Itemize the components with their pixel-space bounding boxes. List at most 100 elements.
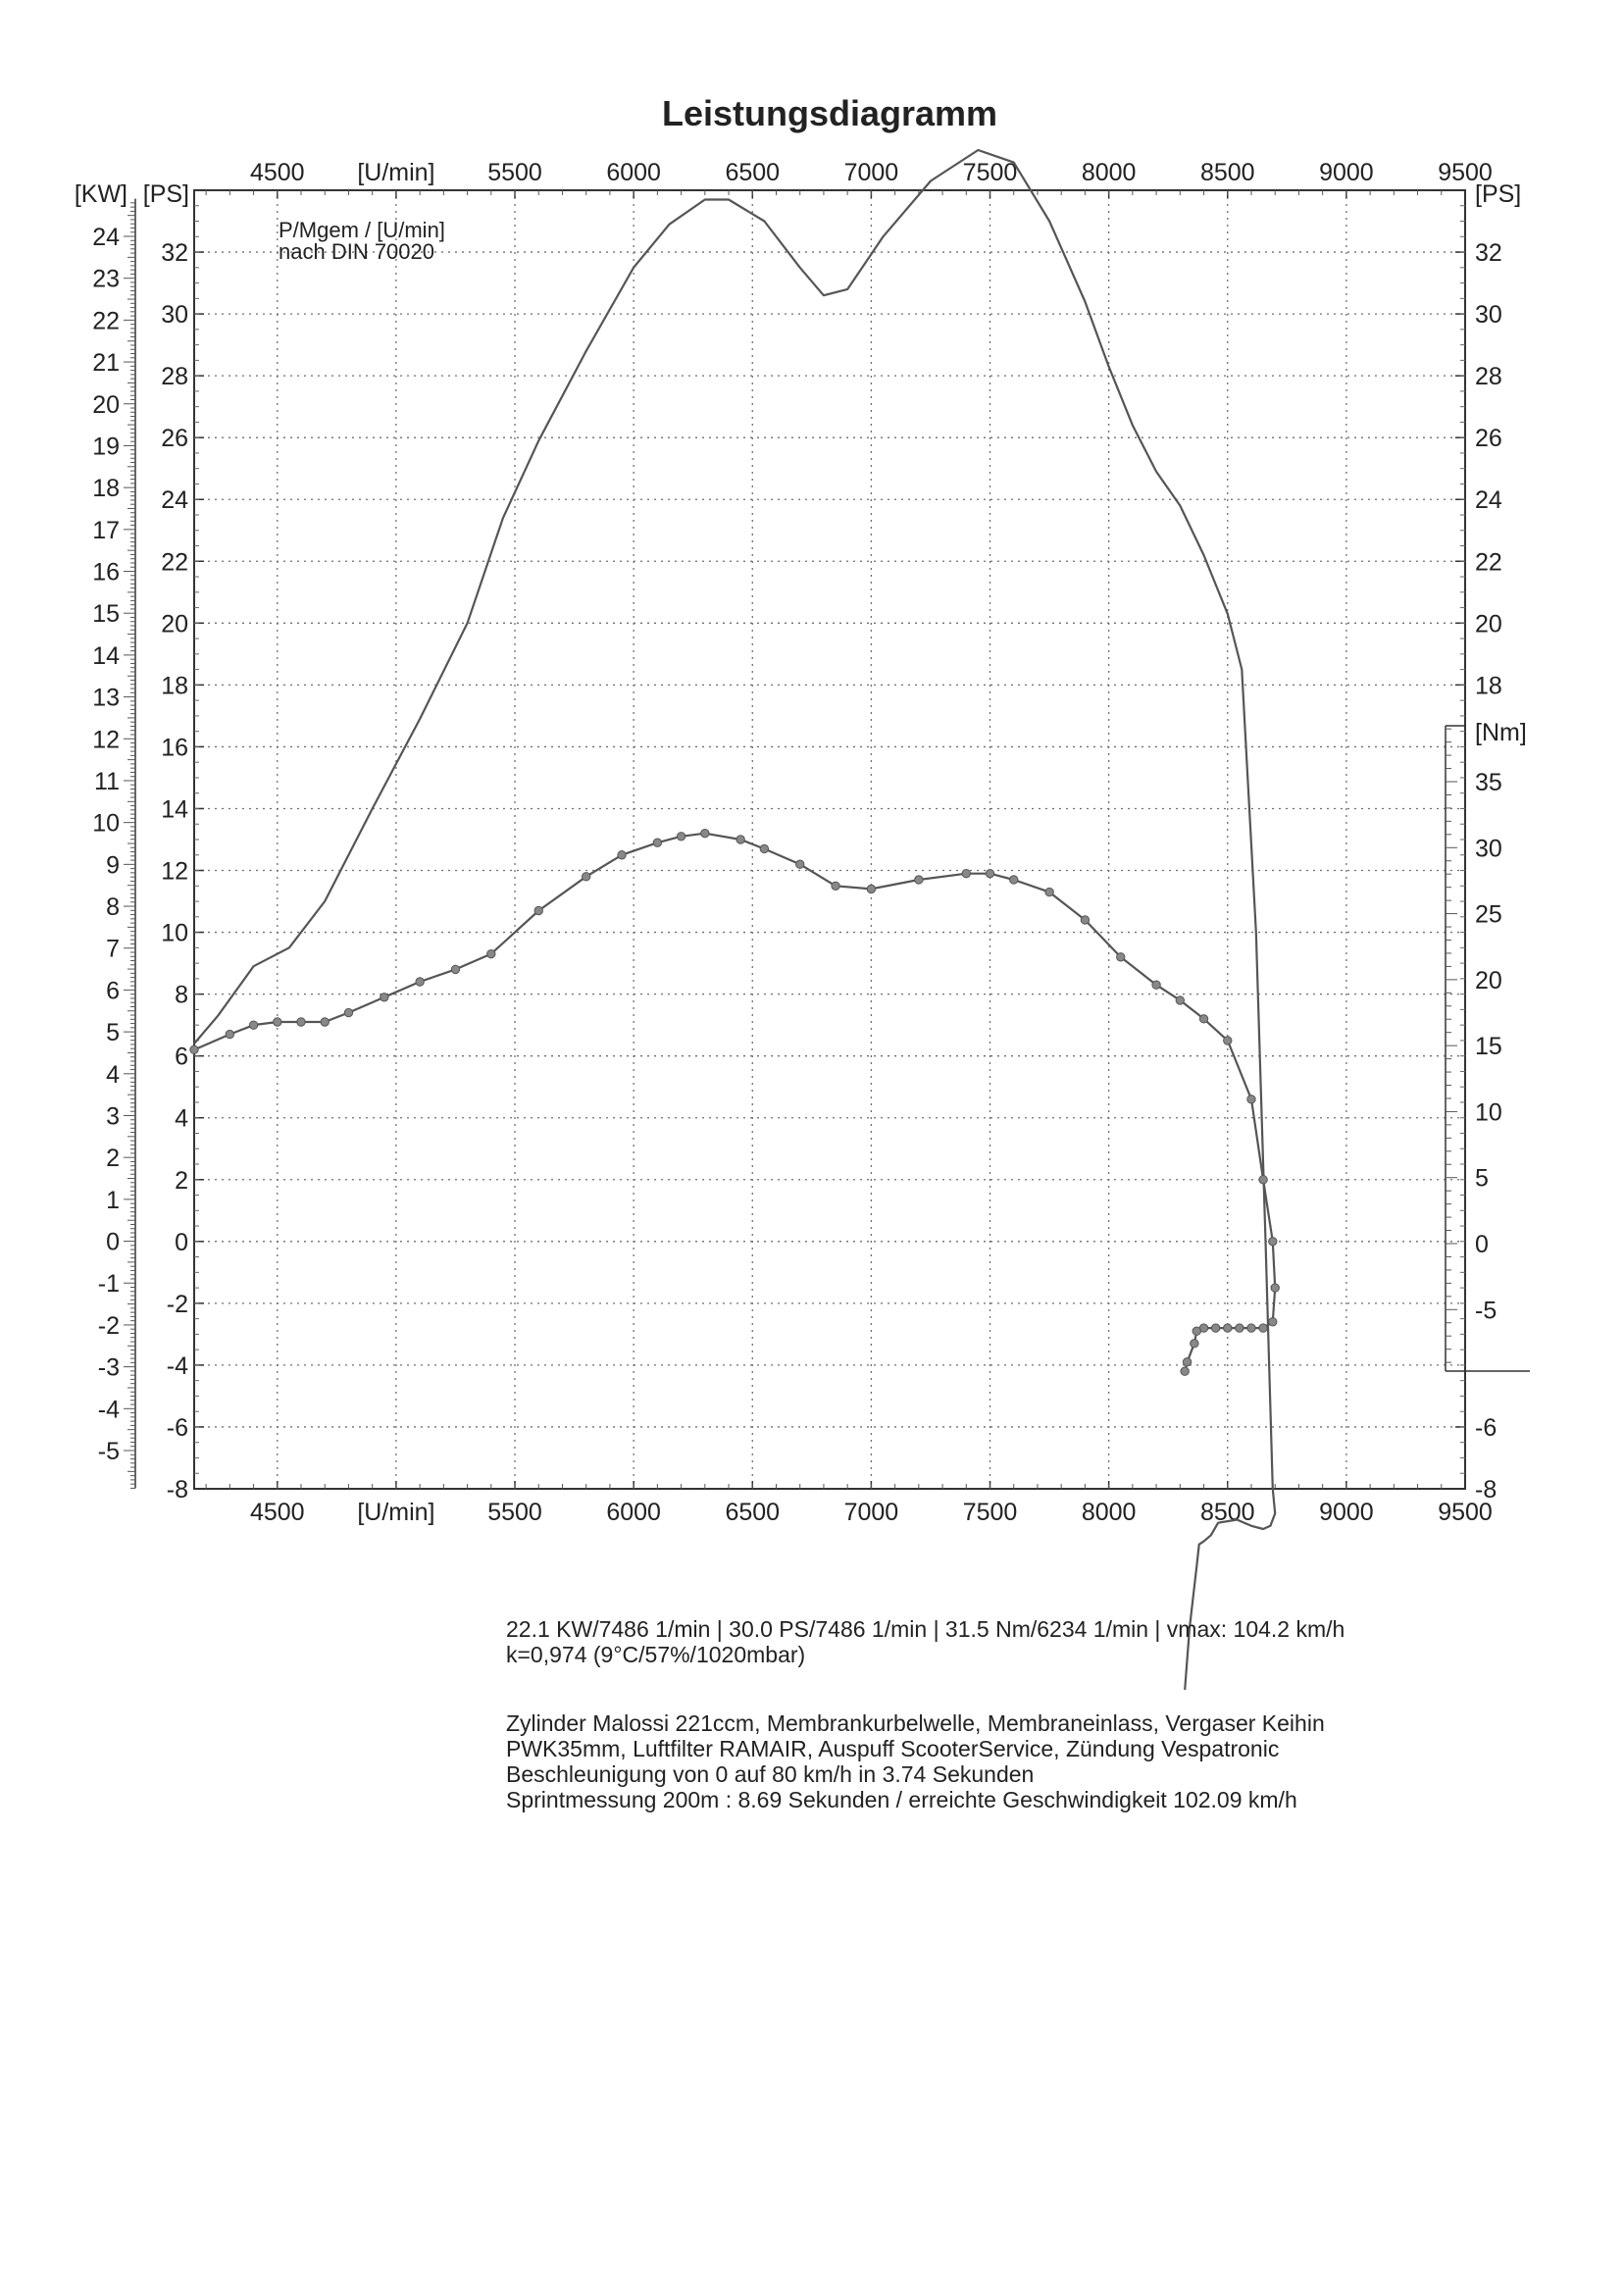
nm-tick-label: 0 — [1475, 1231, 1489, 1258]
description-acceleration: Beschleunigung von 0 auf 80 km/h in 3.74… — [506, 1761, 1035, 1787]
series-point-2 — [1268, 1317, 1278, 1327]
kw-axis-label: [KW] — [75, 180, 127, 208]
series-line-2 — [193, 832, 1277, 1372]
annotation-line-2: nach DIN 70020 — [279, 239, 434, 264]
ps-tick-label-left: 32 — [161, 239, 188, 267]
x-tick-label-bottom: 9000 — [1319, 1499, 1374, 1526]
x-tick-label-top: 8500 — [1200, 159, 1255, 186]
x-tick-label-bottom: 8000 — [1082, 1499, 1137, 1526]
kw-tick-label: 9 — [106, 851, 120, 879]
kw-tick-label: -1 — [98, 1270, 120, 1298]
kw-tick-label: 16 — [92, 559, 120, 586]
kw-tick-label: 24 — [92, 224, 120, 251]
x-tick-label-bottom: 9500 — [1438, 1499, 1493, 1526]
nm-tick-label: 25 — [1475, 901, 1502, 929]
series-point-2 — [225, 1029, 235, 1040]
kw-tick-label: -2 — [98, 1312, 120, 1340]
kw-tick-label: 14 — [92, 642, 120, 670]
kw-tick-label: 6 — [106, 977, 120, 1004]
x-tick-label-bottom: 6500 — [725, 1499, 780, 1526]
kw-tick-label: -4 — [98, 1396, 120, 1423]
series-point-2 — [866, 884, 877, 894]
ps-tick-label-left: -2 — [167, 1291, 188, 1318]
series-point-2 — [1258, 1175, 1268, 1185]
ps-right-tick-label: 22 — [1475, 548, 1502, 576]
series-point-2 — [1258, 1323, 1268, 1333]
vehicle-description: Zylinder Malossi 221ccm, Membrankurbelwe… — [506, 1710, 1325, 1812]
nm-tick-label: -5 — [1475, 1297, 1497, 1324]
kw-tick-label: 1 — [106, 1187, 120, 1214]
kw-tick-label: 5 — [106, 1019, 120, 1046]
series-point-2 — [1009, 875, 1019, 885]
plot-annotation: P/Mgem / [U/min] nach DIN 70020 — [279, 218, 445, 264]
kw-tick-label: 7 — [106, 936, 120, 963]
series-point-2 — [676, 832, 686, 841]
description-sprint: Sprintmessung 200m : 8.69 Sekunden / err… — [506, 1787, 1297, 1812]
series-point-2 — [1151, 980, 1161, 990]
kw-tick-label: 15 — [92, 600, 120, 628]
kw-tick-label: 12 — [92, 726, 120, 753]
ps-tick-label-left: 10 — [161, 920, 188, 947]
ps-right-tick-label: 24 — [1475, 486, 1502, 514]
ps-tick-label-left: 0 — [175, 1229, 188, 1256]
ps-tick-label-left: -4 — [167, 1352, 188, 1380]
kw-tick-label: 19 — [92, 433, 120, 460]
kw-tick-label: 18 — [92, 475, 120, 502]
series-point-2 — [1223, 1323, 1233, 1333]
ps-tick-label-left: -8 — [167, 1476, 188, 1504]
x-tick-label-top: 6000 — [606, 159, 661, 186]
series-point-2 — [415, 977, 425, 987]
ps-tick-label-left: 16 — [161, 734, 188, 761]
ps-tick-label-left: 26 — [161, 425, 188, 452]
ps-right-tick-label: -8 — [1475, 1476, 1497, 1504]
series-point-2 — [652, 838, 663, 847]
x-tick-label-bottom: [U/min] — [357, 1499, 434, 1526]
ps-right-tick-label: 18 — [1475, 672, 1502, 699]
x-tick-label-top: 7000 — [844, 159, 899, 186]
ps-tick-label-left: 12 — [161, 858, 188, 886]
series-point-2 — [189, 1045, 199, 1055]
series-point-2 — [759, 843, 770, 854]
series-point-2 — [1210, 1323, 1221, 1333]
series-point-2 — [582, 872, 591, 882]
kw-tick-label: 22 — [92, 307, 120, 334]
kw-tick-label: 21 — [92, 349, 120, 377]
series-point-2 — [450, 964, 461, 975]
kw-tick-label: 23 — [92, 266, 120, 293]
ps-tick-label-left: -6 — [167, 1414, 188, 1442]
ps-right-tick-label: 26 — [1475, 425, 1502, 452]
kw-tick-label: -5 — [98, 1438, 120, 1465]
series-point-2 — [1192, 1326, 1201, 1336]
ps-axis-label-left: [PS] — [143, 180, 189, 208]
nm-tick-label: 10 — [1475, 1098, 1502, 1126]
series-point-2 — [700, 828, 710, 839]
series-point-2 — [1175, 995, 1186, 1005]
ps-tick-label-left: 14 — [161, 795, 188, 823]
x-tick-label-top: 6500 — [725, 159, 780, 186]
ps-right-tick-label: 32 — [1475, 239, 1502, 267]
ps-tick-label-left: 6 — [175, 1044, 188, 1071]
ps-tick-label-left: 2 — [175, 1167, 188, 1195]
description-line-2: PWK35mm, Luftfilter RAMAIR, Auspuff Scoo… — [506, 1736, 1280, 1761]
series-point-2 — [486, 948, 496, 959]
x-tick-label-top: [U/min] — [357, 159, 434, 186]
ps-right-tick-label: 20 — [1475, 610, 1502, 637]
series-point-2 — [617, 850, 627, 860]
ps-right-tick-label: 28 — [1475, 363, 1502, 390]
x-tick-label-top: 9500 — [1438, 159, 1493, 186]
x-tick-label-bottom: 7500 — [963, 1499, 1018, 1526]
ps-tick-label-left: 24 — [161, 486, 188, 514]
chart-title: Leistungsdiagramm — [662, 93, 997, 133]
kw-tick-label: -3 — [98, 1354, 120, 1382]
nm-tick-label: 30 — [1475, 835, 1502, 862]
nm-axis-label: [Nm] — [1475, 719, 1527, 746]
series-point-2 — [914, 875, 924, 885]
series-point-2 — [1116, 952, 1126, 962]
ps-tick-label-left: 20 — [161, 610, 188, 637]
series-point-2 — [1080, 915, 1091, 925]
series-group — [189, 148, 1280, 1690]
ps-right-tick-label: 30 — [1475, 301, 1502, 329]
annotation-line-1: P/Mgem / [U/min] — [279, 218, 445, 242]
kw-tick-label: 8 — [106, 893, 120, 921]
series-point-2 — [533, 905, 543, 916]
